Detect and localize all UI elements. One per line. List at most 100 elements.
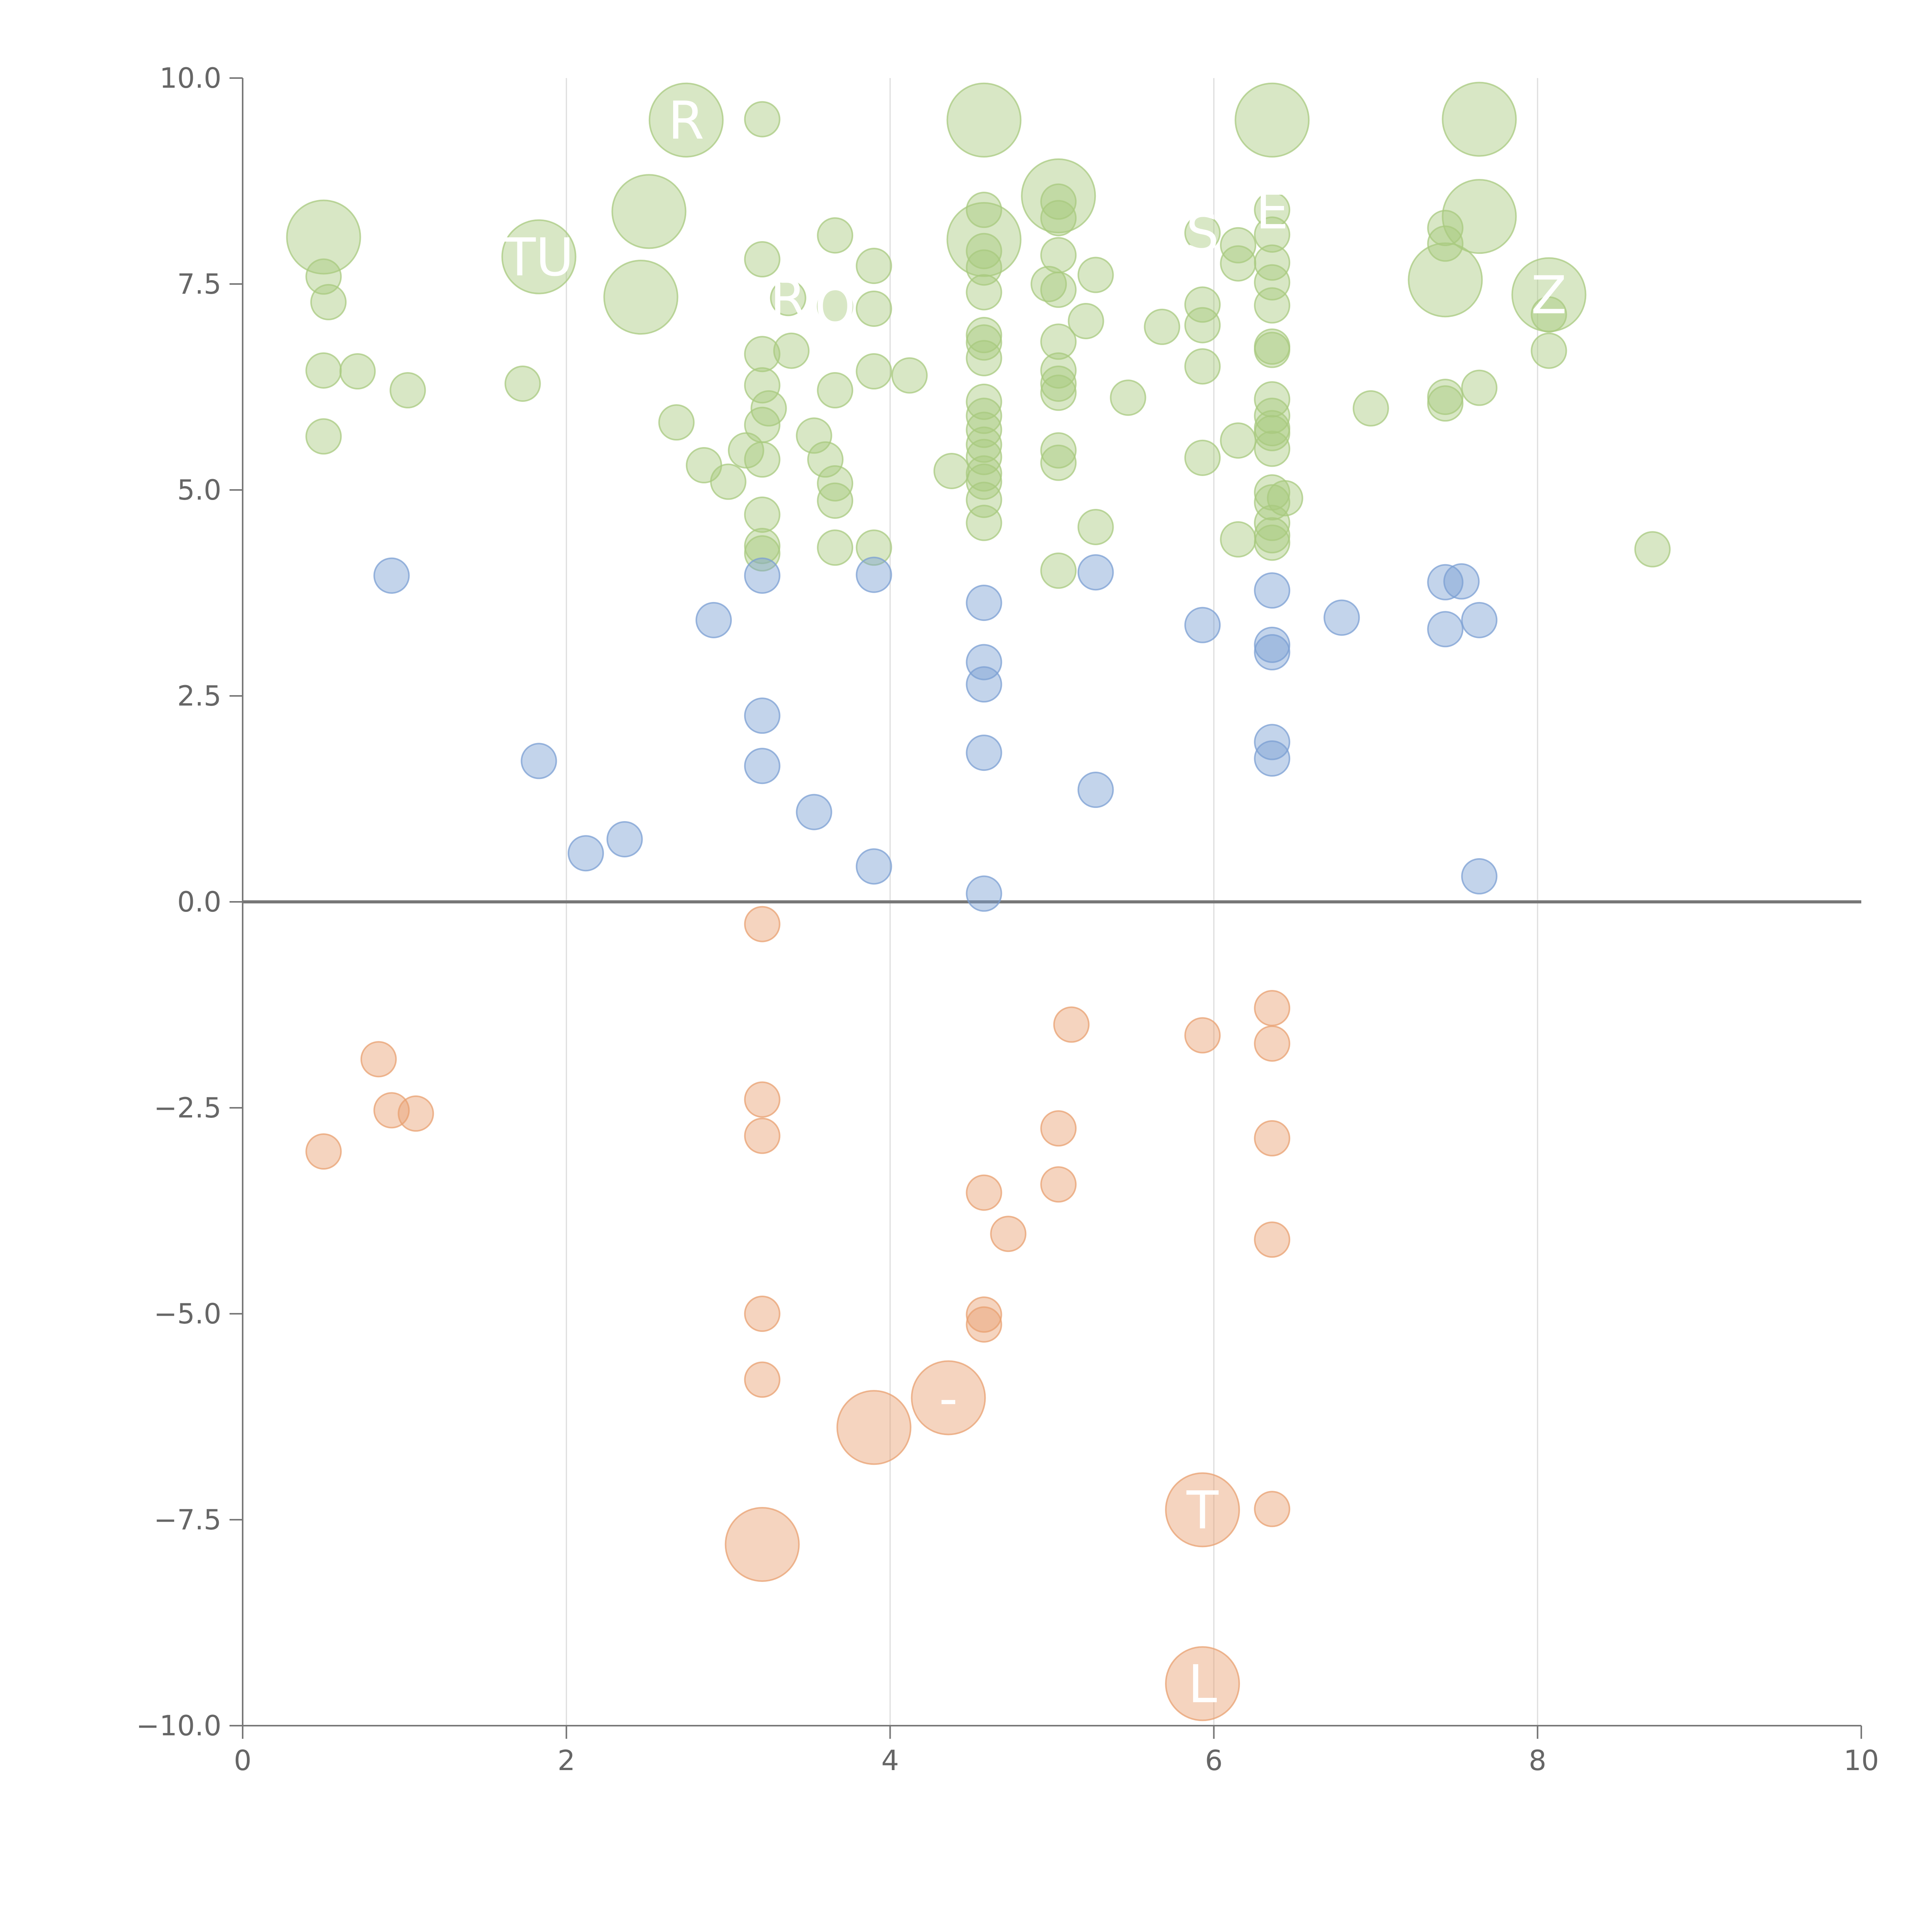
data-point (1040, 352, 1077, 389)
data-point (724, 1507, 800, 1582)
data-point (817, 482, 854, 519)
y-axis-ticks: −10.0 −7.5 −5.0 −2.5 0.0 2.5 5.0 7.5 10.0 (136, 62, 243, 1742)
point-label: E (1256, 180, 1289, 241)
data-point (606, 821, 643, 857)
point-label: TU (503, 227, 574, 288)
data-point (773, 332, 810, 369)
data-point (1254, 1491, 1291, 1527)
data-point (1254, 524, 1291, 561)
data-point (1068, 303, 1104, 339)
data-point (1427, 385, 1464, 422)
data-point (1254, 990, 1291, 1027)
data-point (1040, 200, 1077, 236)
data-point (744, 1296, 781, 1332)
data-point (966, 249, 1002, 286)
data-point (966, 505, 1002, 541)
data-point (648, 82, 724, 158)
data-point (1040, 374, 1077, 411)
data-point (966, 192, 1002, 228)
data-point (966, 274, 1002, 311)
data-point (911, 1360, 986, 1435)
data-point (1254, 505, 1291, 541)
data-point (744, 1081, 781, 1118)
data-point (1040, 365, 1077, 402)
data-point (1427, 210, 1464, 247)
data-point (1254, 216, 1291, 253)
data-point (744, 367, 781, 404)
data-point (1040, 271, 1077, 308)
data-point (966, 398, 1002, 434)
data-point (710, 463, 747, 500)
data-point (398, 1095, 434, 1132)
data-point (966, 439, 1002, 475)
data-point (1077, 772, 1114, 808)
y-tick-label: −5.0 (154, 1298, 221, 1330)
x-tick-label: 10 (1844, 1744, 1879, 1777)
data-point (966, 666, 1002, 703)
point-label: - (939, 1368, 958, 1429)
data-point (744, 535, 781, 572)
data-point (1267, 480, 1303, 517)
data-point (1254, 740, 1291, 777)
data-point (966, 324, 1002, 361)
data-point (1184, 1017, 1221, 1054)
data-point (1110, 379, 1146, 416)
data-point (603, 260, 679, 335)
y-tick-label: 7.5 (177, 268, 221, 300)
data-point (305, 1133, 342, 1170)
data-point (1040, 432, 1077, 469)
data-point (1235, 82, 1310, 158)
data-point (568, 835, 604, 872)
x-tick-label: 2 (558, 1744, 575, 1777)
data-point (1442, 82, 1517, 157)
data-point (1254, 626, 1291, 663)
data-point (305, 418, 342, 455)
data-point (966, 1306, 1002, 1343)
data-point (796, 417, 832, 454)
data-point (817, 529, 854, 566)
data-point (966, 735, 1002, 771)
data-point (1461, 602, 1498, 638)
data-point (1165, 1646, 1240, 1721)
data-point (658, 404, 695, 441)
data-point (1442, 179, 1517, 254)
data-point (933, 452, 970, 489)
data-point (1323, 599, 1360, 636)
data-point (966, 426, 1002, 463)
x-tick-label: 6 (1205, 1744, 1223, 1777)
data-point (1634, 531, 1671, 568)
data-point (501, 219, 577, 294)
data-point (373, 1092, 410, 1129)
data-point (744, 527, 781, 564)
data-point (728, 432, 764, 469)
y-tick-label: 2.5 (177, 680, 221, 712)
data-point (1461, 369, 1498, 406)
data-point (744, 906, 781, 942)
data-point (817, 372, 854, 409)
data-point (744, 1361, 781, 1398)
data-point (504, 365, 541, 402)
x-axis-ticks: 0 2 4 6 8 10 (234, 1726, 1879, 1777)
data-point (744, 748, 781, 784)
data-point (1077, 257, 1114, 293)
series-orange (305, 906, 1291, 1721)
data-point (966, 233, 1002, 269)
data-point (1254, 430, 1291, 467)
y-tick-label: −7.5 (154, 1503, 221, 1536)
point-label: S (1186, 203, 1219, 264)
data-point (373, 557, 410, 594)
series-blue (373, 554, 1498, 912)
data-point (1427, 564, 1464, 600)
data-point (1040, 552, 1077, 589)
data-point (836, 1390, 912, 1465)
data-point (1254, 634, 1291, 671)
data-point (1144, 308, 1180, 345)
x-tick-label: 0 (234, 1744, 252, 1777)
data-point (990, 1216, 1027, 1252)
data-point (1254, 244, 1291, 281)
data-point (1427, 611, 1464, 648)
data-point (695, 602, 732, 638)
data-point (817, 288, 854, 325)
